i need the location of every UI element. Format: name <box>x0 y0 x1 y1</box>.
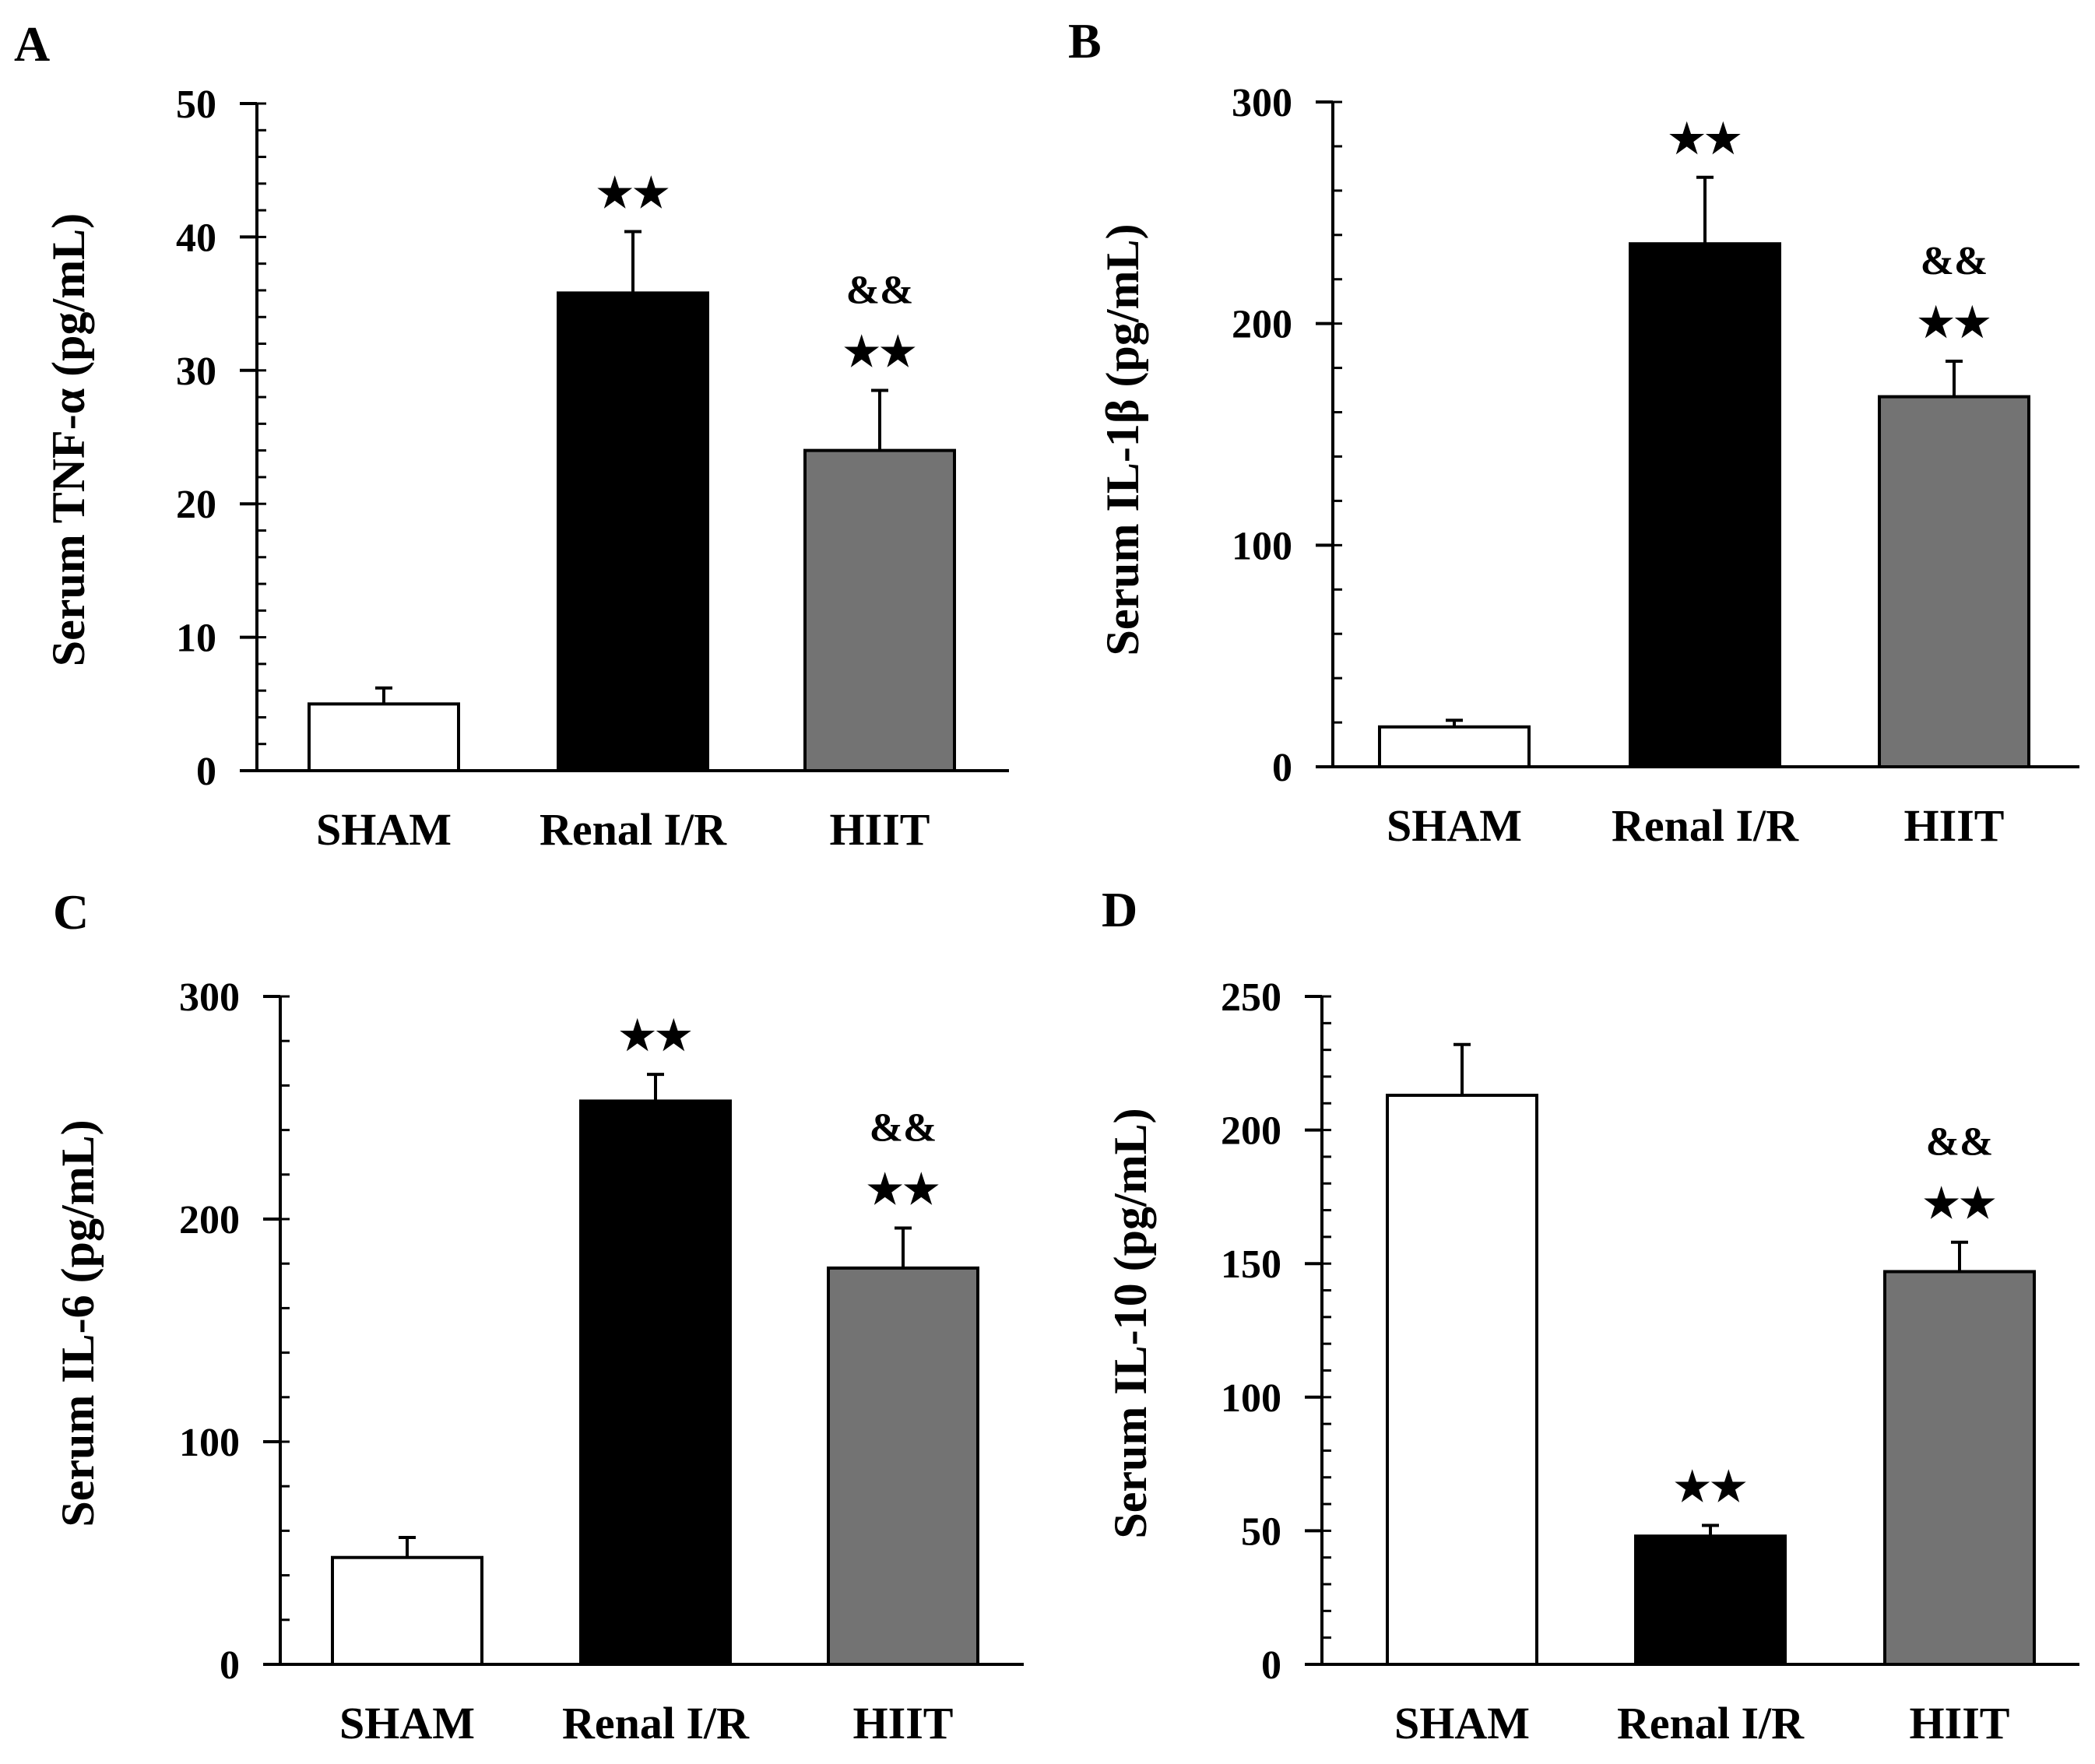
panel-b: B Serum IL-1β (pg/mL) 0 100 200 300 SHAM Rena… <box>1068 13 2079 851</box>
x-category-label: Renal I/R <box>540 804 727 855</box>
x-category-label: SHAM <box>339 1698 475 1748</box>
y-tick-label: 40 <box>176 216 216 260</box>
panel-a: A Serum TNF-α (pg/mL) 0 10 20 30 40 50 SHAM Ren… <box>14 16 1009 855</box>
y-tick-label: 250 <box>1221 975 1281 1020</box>
x-category-label: Renal I/R <box>562 1698 750 1748</box>
y-tick-label: 300 <box>179 975 240 1020</box>
y-tick-label: 50 <box>176 83 216 127</box>
significance-ampersands: && <box>1921 239 1988 283</box>
y-tick-label: 200 <box>1232 303 1292 347</box>
bar <box>1386 1093 1538 1666</box>
significance-stars: ★★ <box>1923 1182 1995 1227</box>
y-tick-label: 150 <box>1221 1242 1281 1287</box>
significance-ampersands: && <box>846 269 914 313</box>
panel-letter-b: B <box>1068 13 1102 69</box>
plot-area-a: 0 10 20 30 40 50 SHAM Renal I/R ★★ HIIT ★★ && <box>176 83 1009 855</box>
x-category-label: HIIT <box>830 804 930 855</box>
significance-stars: ★★ <box>1917 301 1990 346</box>
panel-d: D Serum IL-10 (pg/mL) 0 50 100 150 200 250 SHA… <box>1102 882 2079 1748</box>
bar <box>1634 1534 1787 1667</box>
plot-area-d: 0 50 100 150 200 250 SHAM Renal I/R ★★ HIIT ★★ && <box>1221 975 2079 1748</box>
bar <box>557 291 709 772</box>
y-tick-label: 0 <box>220 1643 240 1688</box>
y-tick-label: 10 <box>176 617 216 661</box>
bar <box>803 448 956 772</box>
y-tick-label: 0 <box>1261 1643 1281 1688</box>
significance-ampersands: && <box>1926 1120 1994 1165</box>
significance-stars: ★★ <box>843 331 916 375</box>
x-category-label: Renal I/R <box>1617 1698 1805 1748</box>
x-category-label: HIIT <box>1904 800 2005 851</box>
x-category-label: HIIT <box>853 1698 954 1748</box>
y-tick-label: 300 <box>1232 81 1292 125</box>
significance-stars: ★★ <box>619 1014 691 1059</box>
y-tick-label: 50 <box>1241 1509 1281 1554</box>
significance-stars: ★★ <box>596 172 669 216</box>
bar <box>331 1555 483 1666</box>
bar <box>1878 395 2030 768</box>
y-tick-label: 30 <box>176 350 216 394</box>
y-tick-label: 100 <box>1232 524 1292 568</box>
y-axis-label-a: Serum TNF-α (pg/mL) <box>43 213 94 666</box>
y-tick-label: 0 <box>196 750 216 794</box>
bar <box>579 1099 732 1667</box>
significance-stars: ★★ <box>866 1168 939 1212</box>
x-category-label: HIIT <box>1910 1698 2010 1748</box>
panel-c: C Serum IL-6 (pg/mL) 0 100 200 300 SHAM Renal… <box>52 884 1024 1748</box>
y-tick-label: 20 <box>176 483 216 527</box>
panel-letter-d: D <box>1102 882 1137 937</box>
bar <box>1629 242 1781 769</box>
y-tick-label: 0 <box>1272 746 1292 790</box>
y-axis-label-d: Serum IL-10 (pg/mL) <box>1105 1108 1156 1538</box>
bar <box>1883 1270 2036 1666</box>
x-category-label: SHAM <box>316 804 452 855</box>
y-tick-label: 100 <box>1221 1376 1281 1421</box>
y-axis-label-c: Serum IL-6 (pg/mL) <box>52 1119 104 1527</box>
significance-ampersands: && <box>870 1105 937 1150</box>
panel-letter-a: A <box>14 16 50 72</box>
x-category-label: SHAM <box>1387 800 1522 851</box>
y-tick-label: 200 <box>1221 1109 1281 1154</box>
x-category-label: SHAM <box>1394 1698 1530 1748</box>
significance-stars: ★★ <box>1668 118 1741 162</box>
plot-area-b: 0 100 200 300 SHAM Renal I/R ★★ HIIT ★★ && <box>1232 81 2079 851</box>
y-tick-label: 100 <box>179 1421 240 1465</box>
panel-letter-c: C <box>53 884 89 940</box>
bar <box>308 702 460 772</box>
significance-stars: ★★ <box>1674 1466 1746 1510</box>
y-tick-label: 200 <box>179 1198 240 1242</box>
x-category-label: Renal I/R <box>1612 800 1799 851</box>
plot-area-c: 0 100 200 300 SHAM Renal I/R ★★ HIIT ★★ && <box>179 975 1024 1748</box>
bar <box>827 1266 979 1667</box>
bar <box>1378 725 1531 769</box>
y-axis-label-b: Serum IL-1β (pg/mL) <box>1097 224 1148 656</box>
